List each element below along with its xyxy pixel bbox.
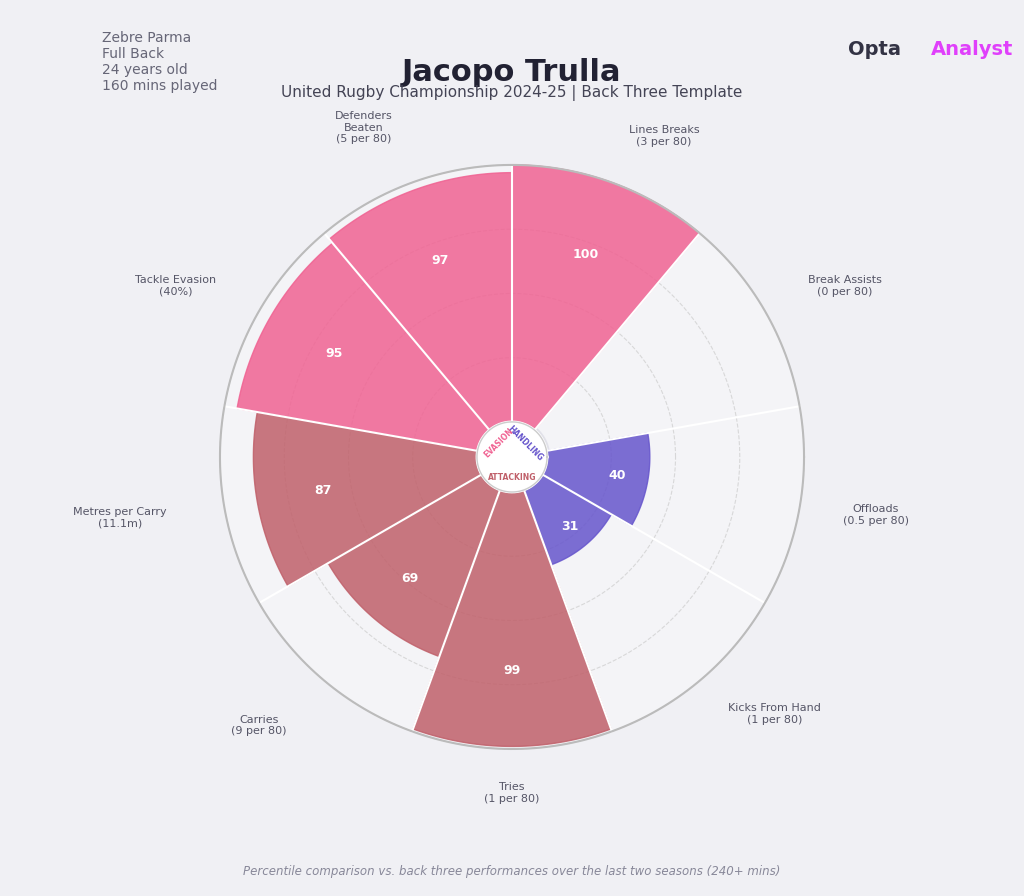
Text: Kicks From Hand
(1 per 80): Kicks From Hand (1 per 80) [728,703,821,725]
Polygon shape [330,173,512,430]
Text: 100: 100 [572,248,599,262]
Text: HANDLING: HANDLING [506,424,545,462]
Polygon shape [253,412,481,586]
Text: 24 years old: 24 years old [102,63,188,77]
Polygon shape [477,422,547,492]
Text: Lines Breaks
(3 per 80): Lines Breaks (3 per 80) [629,125,699,147]
Text: ATTACKING: ATTACKING [487,473,537,482]
Text: Opta: Opta [848,40,901,59]
Text: Tackle Evasion
(40%): Tackle Evasion (40%) [135,275,216,297]
Text: Break Assists
(0 per 80): Break Assists (0 per 80) [808,275,882,297]
Text: Percentile comparison vs. back three performances over the last two seasons (240: Percentile comparison vs. back three per… [244,865,780,878]
Text: Tries
(1 per 80): Tries (1 per 80) [484,782,540,804]
Text: Metres per Carry
(11.1m): Metres per Carry (11.1m) [74,507,167,529]
Text: 31: 31 [562,520,579,533]
Polygon shape [238,243,489,451]
Polygon shape [220,165,804,749]
Text: 95: 95 [325,348,342,360]
Text: EVASION: EVASION [482,426,515,460]
Text: 160 mins played: 160 mins played [102,79,218,93]
Text: Analyst: Analyst [932,40,1014,59]
Polygon shape [512,165,699,430]
Text: Full Back: Full Back [102,47,165,61]
Text: 87: 87 [314,484,332,496]
Polygon shape [543,433,650,526]
Text: 40: 40 [608,469,626,482]
Text: Defenders
Beaten
(5 per 80): Defenders Beaten (5 per 80) [335,111,392,144]
Text: Zebre Parma: Zebre Parma [102,31,191,46]
Polygon shape [413,490,611,746]
Text: United Rugby Championship 2024-25 | Back Three Template: United Rugby Championship 2024-25 | Back… [282,85,742,101]
Text: Offloads
(0.5 per 80): Offloads (0.5 per 80) [843,504,908,526]
Polygon shape [535,428,549,451]
Text: 69: 69 [401,573,419,585]
Text: Jacopo Trulla: Jacopo Trulla [402,58,622,87]
Polygon shape [524,475,611,564]
Polygon shape [328,475,500,657]
Text: 99: 99 [504,664,520,676]
Text: 97: 97 [432,254,449,266]
Text: Carries
(9 per 80): Carries (9 per 80) [231,715,287,737]
